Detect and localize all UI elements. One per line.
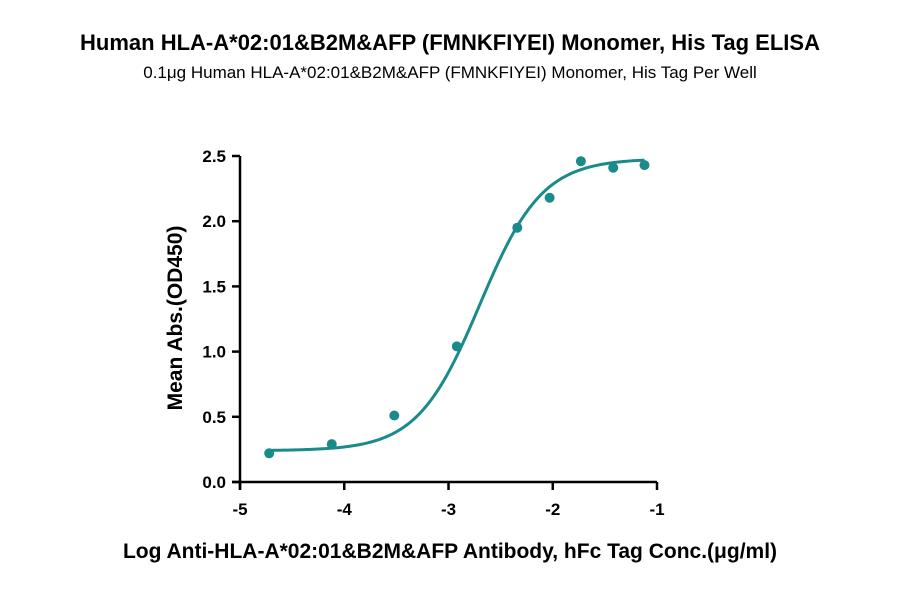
data-point	[451, 341, 462, 352]
data-point	[389, 410, 400, 421]
chart-subtitle: 0.1μg Human HLA-A*02:01&B2M&AFP (FMNKFIY…	[143, 63, 757, 82]
data-point	[512, 222, 523, 233]
y-tick-label: 1.5	[202, 277, 226, 296]
data-point	[264, 448, 275, 459]
y-axis-title: Mean Abs.(OD450)	[164, 226, 187, 411]
x-tick-label: -1	[649, 500, 664, 519]
data-point	[544, 192, 555, 203]
axes	[232, 156, 657, 490]
y-ticks: 0.0 0.5 1.0 1.5 2.0 2.5	[202, 147, 240, 492]
chart-title: Human HLA-A*02:01&B2M&AFP (FMNKFIYEI) Mo…	[80, 30, 820, 55]
data-point	[608, 162, 619, 173]
data-point	[326, 439, 337, 450]
fit-curve	[269, 158, 645, 452]
y-tick-label: 0.5	[202, 408, 226, 427]
x-tick-label: -5	[232, 500, 247, 519]
data-point	[575, 156, 586, 167]
x-tick-label: -4	[337, 500, 353, 519]
x-tick-label: -3	[441, 500, 456, 519]
x-tick-label: -2	[545, 500, 560, 519]
data-point	[639, 160, 650, 171]
y-tick-label: 2.5	[202, 147, 226, 166]
y-tick-label: 2.0	[202, 212, 226, 231]
data-points	[264, 156, 650, 459]
y-tick-label: 0.0	[202, 473, 226, 492]
x-ticks: -5 -4 -3 -2 -1	[232, 482, 665, 519]
y-tick-label: 1.0	[202, 343, 226, 362]
x-axis-title: Log Anti-HLA-A*02:01&B2M&AFP Antibody, h…	[123, 540, 777, 563]
